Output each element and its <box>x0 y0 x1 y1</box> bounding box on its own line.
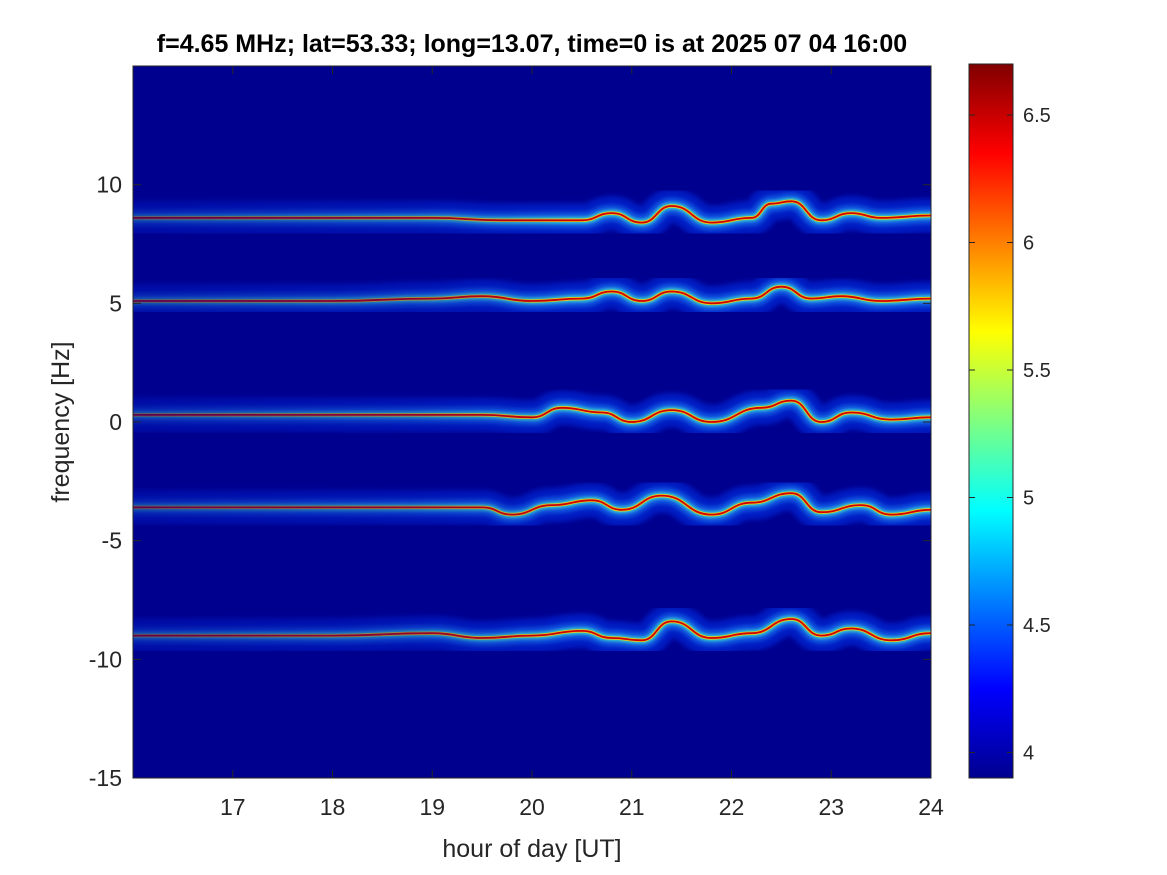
colorbar-tick-label: 4.5 <box>1023 615 1051 637</box>
y-axis: -15 -10 -5 0 5 10 <box>89 172 931 791</box>
y-tick-label: -15 <box>89 765 122 791</box>
colorbar-tick-label: 5 <box>1023 488 1034 510</box>
y-tick-label: 10 <box>96 172 122 198</box>
colorbar: 4 4.5 5 5.5 6 6.5 <box>968 63 1051 779</box>
colorbar-gradient <box>969 64 1013 778</box>
heatmap-traces <box>133 66 931 778</box>
x-tick-label: 24 <box>918 794 944 820</box>
x-tick-label: 22 <box>719 794 745 820</box>
chart-title: f=4.65 MHz; lat=53.33; long=13.07, time=… <box>157 30 907 58</box>
x-tick-label: 18 <box>320 794 346 820</box>
y-tick-label: 0 <box>109 409 122 435</box>
x-tick-label: 20 <box>519 794 545 820</box>
x-tick-label: 19 <box>419 794 445 820</box>
x-tick-label: 17 <box>220 794 246 820</box>
colorbar-tick-label: 4 <box>1023 743 1034 765</box>
y-tick-label: -10 <box>89 646 122 672</box>
colorbar-tick-label: 6.5 <box>1023 105 1051 127</box>
x-tick-label: 21 <box>619 794 645 820</box>
x-tick-label: 23 <box>818 794 844 820</box>
early-hours-fade <box>133 66 931 778</box>
plot-area: 17 18 19 20 21 22 23 24 -15 -10 -5 0 5 10 <box>89 65 944 820</box>
y-tick-label: -5 <box>102 528 122 554</box>
x-axis: 17 18 19 20 21 22 23 24 <box>220 66 944 820</box>
colorbar-tick-label: 5.5 <box>1023 360 1051 382</box>
x-axis-label: hour of day [UT] <box>442 835 621 863</box>
y-axis-label: frequency [Hz] <box>47 341 75 502</box>
colorbar-tick-label: 6 <box>1023 233 1034 255</box>
colorbar-ticks: 4 4.5 5 5.5 6 6.5 <box>969 105 1051 765</box>
colorbar-frame <box>968 63 1014 779</box>
y-tick-label: 5 <box>109 290 122 316</box>
